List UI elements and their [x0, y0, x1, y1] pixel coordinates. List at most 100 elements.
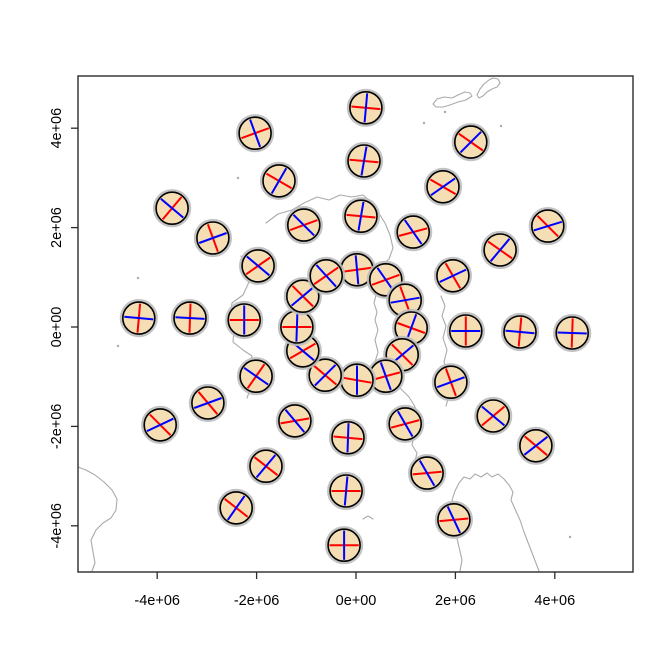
tissot-indicatrix: [153, 189, 192, 228]
coastline-path: [476, 77, 501, 99]
indicatrix-halo: [141, 405, 180, 444]
tissot-indicatrix: [528, 207, 567, 246]
blue-axis-line: [243, 366, 269, 386]
indicatrix-halo: [239, 246, 278, 285]
island-dot: [568, 535, 572, 539]
y-tick-label: -4e+06: [49, 503, 65, 549]
indicatrix-halo: [553, 313, 592, 353]
tissot-indicatrix: [217, 488, 256, 527]
tissot-indicatrix: [284, 206, 323, 245]
y-tick-label: -2e+06: [49, 404, 65, 450]
tissot-indicatrix: [119, 299, 158, 338]
indicatrix-halo: [394, 213, 433, 252]
tissot-indicatrix: [277, 307, 316, 347]
blue-axis-line: [354, 255, 360, 285]
tissot-indicatrix: [516, 426, 556, 465]
indicatrix-halo: [325, 526, 364, 565]
blue-axis-line: [439, 268, 467, 283]
indicatrix-halo: [217, 488, 256, 527]
indicatrix-halo: [170, 299, 210, 338]
tissot-indicatrix: [327, 471, 366, 511]
tissot-indicatrix: [394, 213, 433, 252]
blue-axis-line: [198, 232, 227, 244]
tissot-indicatrix: [408, 454, 447, 493]
blue-axis-line: [357, 201, 365, 231]
island-dot: [443, 110, 447, 114]
blue-axis-line: [295, 312, 299, 342]
indicatrix-halo: [193, 218, 232, 258]
indicatrix-halo: [481, 230, 520, 270]
tissot-indicatrix: [337, 361, 377, 400]
blue-axis-line: [284, 409, 306, 433]
blue-axis-line: [436, 376, 465, 389]
tissot-indicatrix: [306, 356, 345, 395]
indicatrix-halo: [153, 189, 192, 228]
coastline-path: [432, 91, 473, 108]
blue-axis-line: [346, 423, 350, 453]
blue-axis-line: [249, 119, 262, 148]
x-tick-label: -4e+06: [134, 593, 180, 609]
x-tick-label: 0e+00: [336, 593, 377, 609]
indicatrix-halo: [346, 88, 385, 127]
coastline-path: [362, 515, 374, 520]
tissot-indicatrix: [170, 299, 210, 338]
tissot-indicatrix: [433, 256, 472, 295]
indicatrix-halo: [225, 300, 264, 340]
tissot-indicatrix: [246, 447, 286, 486]
blue-axis-line: [379, 362, 392, 391]
indicatrix-halo: [408, 454, 447, 493]
blue-axis-line: [360, 146, 368, 176]
tissot-indicatrix: [474, 396, 513, 436]
blue-axis-line: [175, 316, 205, 320]
indicatrix-halo: [434, 500, 473, 539]
indicatrix-halo: [283, 277, 322, 316]
indicatrix-halo: [500, 312, 540, 352]
x-tick-label: 2e+06: [435, 593, 476, 609]
tissot-indicatrix: [423, 167, 463, 206]
blue-axis-line: [446, 506, 462, 534]
indicatrix-halo: [423, 167, 463, 206]
indicatrix-halo: [246, 447, 286, 486]
indicatrix-halo: [306, 356, 345, 395]
tissot-indicatrix: [500, 312, 540, 352]
indicatrix-halo: [474, 396, 513, 436]
blue-axis-line: [489, 238, 511, 262]
blue-axis-line: [505, 329, 535, 335]
x-tick-label: 4e+06: [534, 593, 575, 609]
y-tick-label: 0e+00: [49, 307, 65, 348]
blue-axis-line: [160, 198, 184, 219]
tissot-indicatrix: [451, 123, 490, 162]
blue-axis-line: [290, 286, 315, 307]
blue-axis-line: [246, 255, 270, 277]
island-dot: [116, 344, 120, 348]
coastline-path: [77, 466, 118, 572]
indicatrix-halo: [275, 401, 314, 440]
blue-axis-line: [403, 219, 423, 245]
blue-axis-line: [418, 459, 436, 487]
tissot-indicatrix: [188, 383, 227, 423]
blue-axis-line: [124, 315, 154, 321]
island-dot: [136, 276, 140, 280]
indicatrix-halo: [188, 383, 227, 423]
tissot-indicatrix: [386, 404, 425, 443]
blue-axis-line: [363, 93, 369, 123]
indicatrix-halo: [327, 471, 366, 511]
indicatrix-halo: [366, 260, 405, 299]
island-dot: [499, 124, 503, 128]
coastline-path: [454, 472, 540, 572]
blue-axis-line: [315, 264, 337, 288]
blue-axis-line: [314, 364, 337, 387]
tissot-indicatrix: [328, 418, 368, 457]
tissot-indicatrix: [275, 401, 314, 440]
tissot-indicatrix: [239, 246, 278, 285]
tissot-indicatrix: [237, 357, 276, 396]
blue-axis-line: [226, 495, 246, 521]
indicatrix-halo: [237, 357, 276, 396]
tissot-indicatrix: [481, 230, 520, 270]
tissot-indicatrix: [141, 405, 180, 444]
blue-axis-line: [193, 397, 222, 409]
indicatrix-halo: [119, 299, 158, 338]
y-tick-label: 4e+06: [49, 108, 65, 149]
